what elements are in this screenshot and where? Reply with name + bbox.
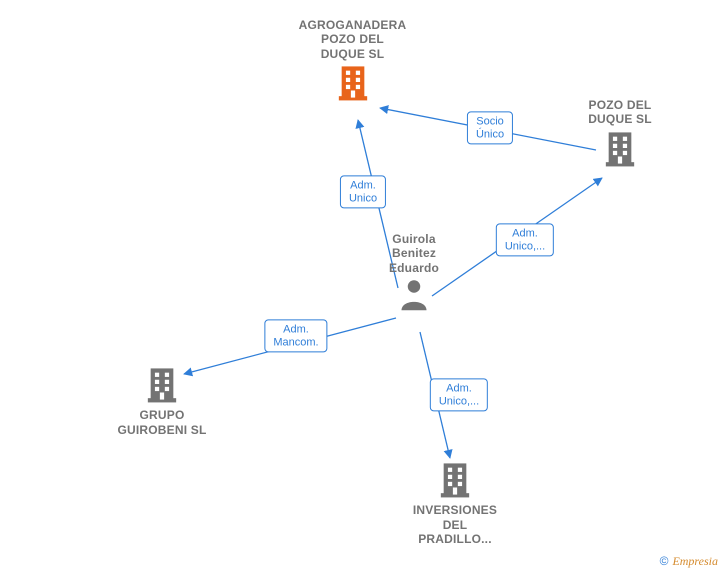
node-pozo-duque[interactable]: POZO DEL DUQUE SL [575,98,665,170]
node-person[interactable]: Guirola Benitez Eduardo [378,232,450,315]
node-pozo-duque-label: POZO DEL DUQUE SL [575,98,665,127]
node-inversiones-label: INVERSIONES DEL PRADILLO... [400,503,510,546]
person-icon [399,300,429,314]
brand-name: Empresia [672,554,718,568]
copyright-symbol: © [660,554,669,568]
building-icon [145,392,179,406]
building-icon [603,156,637,170]
node-person-label: Guirola Benitez Eduardo [378,232,450,275]
building-icon [438,487,472,501]
node-grupo-guirobeni[interactable]: GRUPO GUIROBENI SL [112,365,212,437]
edge-label-adm-unico-2: Adm. Unico,... [496,223,554,256]
node-agroganadera-label: AGROGANADERA POZO DEL DUQUE SL [290,18,415,61]
building-icon [336,90,370,104]
diagram-canvas: Adm. Unico Socio Único Adm. Unico,... Ad… [0,0,728,575]
node-inversiones[interactable]: INVERSIONES DEL PRADILLO... [400,460,510,547]
edge-label-socio-unico: Socio Único [467,111,513,144]
edge-label-adm-mancom: Adm. Mancom. [264,319,327,352]
edge-label-adm-unico-1: Adm. Unico [340,175,386,208]
node-agroganadera[interactable]: AGROGANADERA POZO DEL DUQUE SL [290,18,415,105]
footer-credit: ©Empresia [660,554,718,569]
node-grupo-guirobeni-label: GRUPO GUIROBENI SL [112,408,212,437]
edge-label-adm-unico-3: Adm. Unico,... [430,378,488,411]
